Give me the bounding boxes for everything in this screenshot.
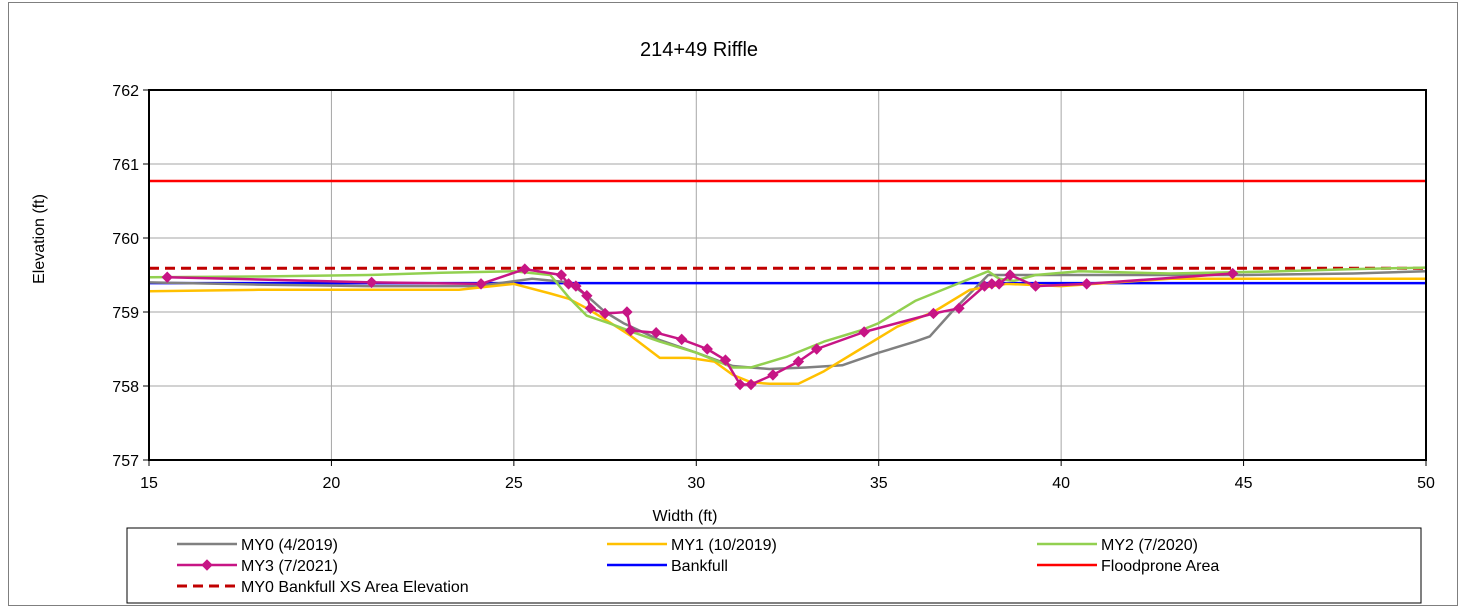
data-point-marker bbox=[581, 290, 593, 302]
data-point-marker bbox=[621, 306, 633, 318]
chart-canvas: 214+49 Riffle Elevation (ft) Width (ft) … bbox=[31, 39, 1435, 604]
data-point-marker bbox=[927, 307, 940, 320]
data-point-marker bbox=[475, 278, 487, 290]
data-point-marker bbox=[599, 307, 611, 320]
data-point-marker bbox=[767, 369, 779, 381]
x-tick-label: 50 bbox=[1417, 475, 1435, 492]
data-point-marker bbox=[745, 378, 757, 391]
plot-area-border bbox=[148, 89, 1427, 461]
legend-label: Bankfull bbox=[671, 558, 728, 575]
x-tick-label: 20 bbox=[323, 475, 341, 492]
x-axis-title: Width (ft) bbox=[653, 508, 718, 525]
y-axis-title: Elevation (ft) bbox=[31, 194, 48, 284]
x-tick-label: 40 bbox=[1052, 475, 1070, 492]
data-point-marker bbox=[570, 280, 582, 292]
data-point-marker bbox=[734, 378, 746, 391]
y-tick-label: 761 bbox=[112, 157, 139, 174]
data-point-marker bbox=[1029, 280, 1042, 292]
data-point-marker bbox=[1004, 269, 1016, 281]
data-point-marker bbox=[584, 302, 597, 315]
data-point-marker bbox=[993, 278, 1005, 290]
y-tick-label: 760 bbox=[112, 231, 139, 248]
y-tick-label: 758 bbox=[112, 379, 139, 396]
data-point-marker bbox=[519, 263, 531, 275]
x-tick-label: 45 bbox=[1235, 475, 1253, 492]
data-point-marker bbox=[650, 327, 662, 339]
data-point-marker bbox=[953, 302, 965, 315]
data-point-marker bbox=[365, 276, 378, 289]
y-tick-label: 757 bbox=[112, 453, 139, 470]
legend-label: MY0 Bankfull XS Area Elevation bbox=[241, 579, 469, 596]
tick-layer: 15 20 25 30 35 40 45 50 757 758 759 760 761 762 bbox=[112, 83, 1435, 492]
legend: MY0 (4/2019) MY1 (10/2019) MY2 (7/2020) MY3… bbox=[177, 537, 1219, 596]
legend-label: Floodprone Area bbox=[1101, 558, 1219, 575]
data-point-marker bbox=[792, 355, 805, 368]
y-tick-label: 759 bbox=[112, 305, 139, 322]
x-tick-label: 30 bbox=[687, 475, 705, 492]
data-point-marker bbox=[858, 326, 870, 338]
y-tick-label: 762 bbox=[112, 83, 139, 100]
chart-title: 214+49 Riffle bbox=[640, 39, 758, 61]
data-point-marker bbox=[624, 324, 637, 337]
legend-label: MY2 (7/2020) bbox=[1101, 537, 1198, 554]
data-point-marker bbox=[1226, 267, 1239, 280]
data-point-marker bbox=[675, 333, 688, 346]
x-tick-label: 15 bbox=[140, 475, 158, 492]
legend-label: MY0 (4/2019) bbox=[241, 537, 338, 554]
data-point-marker bbox=[1080, 278, 1093, 290]
legend-box bbox=[126, 527, 1422, 604]
data-point-marker bbox=[719, 354, 732, 366]
legend-marker bbox=[201, 559, 213, 571]
data-point-marker bbox=[810, 343, 823, 355]
x-tick-label: 35 bbox=[870, 475, 888, 492]
data-point-marker bbox=[555, 269, 567, 281]
data-point-marker bbox=[701, 343, 713, 355]
x-tick-label: 25 bbox=[505, 475, 523, 492]
legend-label: MY3 (7/2021) bbox=[241, 558, 338, 575]
data-point-marker bbox=[161, 271, 173, 283]
series-line-my2-7-2020 bbox=[148, 266, 1427, 369]
legend-label: MY1 (10/2019) bbox=[671, 537, 777, 554]
series-line-my0-4-2019 bbox=[148, 270, 1427, 371]
chart-frame: 214+49 Riffle Elevation (ft) Width (ft) … bbox=[8, 2, 1458, 606]
series-layer bbox=[148, 179, 1427, 391]
